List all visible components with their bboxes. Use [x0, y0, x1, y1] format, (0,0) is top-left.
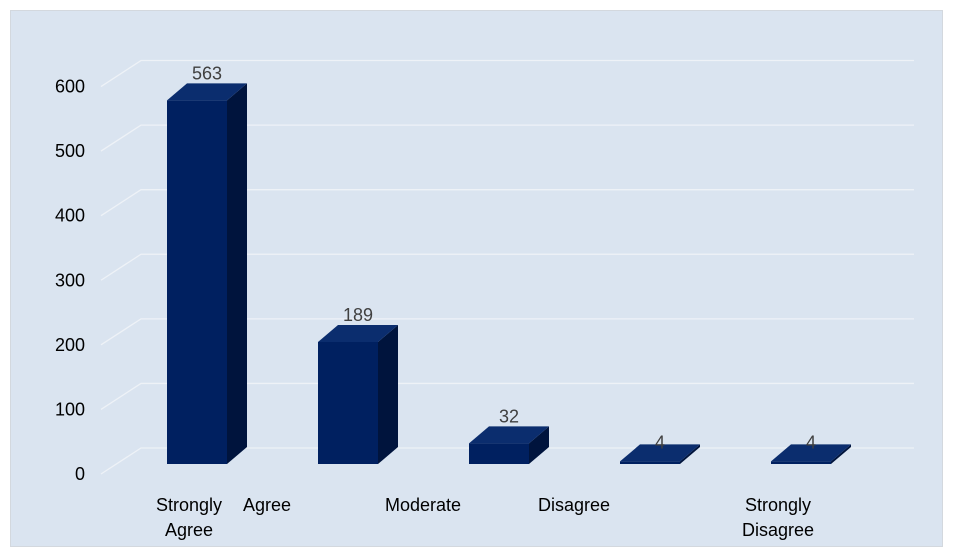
chart-area: 0 100 200 300 400 500 600 563 189 32 4 4 Strongly A…	[10, 10, 943, 547]
bar	[469, 426, 549, 464]
y-tick-label: 600	[55, 77, 85, 97]
bar-side	[831, 444, 851, 464]
bar-side	[680, 444, 700, 464]
data-label: 189	[343, 305, 373, 325]
gridlines	[100, 59, 914, 475]
bar-top	[318, 324, 398, 342]
x-tick-label: Agree	[243, 495, 291, 515]
data-label: 4	[655, 432, 665, 452]
gridline-400	[100, 189, 914, 217]
data-labels: 563 189 32 4 4	[192, 63, 816, 452]
y-tick-label: 0	[75, 464, 85, 484]
y-tick-label: 200	[55, 335, 85, 355]
y-tick-label: 400	[55, 206, 85, 226]
bar-chart: 0 100 200 300 400 500 600 563 189 32 4 4 Strongly A…	[55, 59, 914, 540]
x-tick-label: Strongly Disagree	[742, 495, 814, 540]
bar	[771, 444, 851, 464]
y-tick-label: 300	[55, 270, 85, 290]
bar-top	[469, 426, 549, 444]
data-label: 32	[499, 406, 519, 426]
bar-side	[227, 83, 247, 464]
gridline-300	[100, 253, 914, 281]
gridline-100	[100, 382, 914, 410]
bar-side	[378, 324, 398, 464]
x-tick-label: Strongly Agree	[156, 495, 222, 540]
y-axis: 0 100 200 300 400 500 600	[55, 77, 85, 484]
bar-front	[167, 100, 227, 464]
bar-front	[620, 461, 680, 464]
bar-front	[771, 461, 831, 464]
y-tick-label: 100	[55, 399, 85, 419]
x-tick-label: Disagree	[538, 495, 610, 515]
bar	[167, 83, 247, 464]
bar-top	[620, 444, 700, 462]
bar	[318, 324, 398, 464]
gridline-600	[100, 59, 914, 88]
gridline-500	[100, 124, 914, 152]
x-axis: Strongly Agree Agree Moderate Disagree Strong…	[156, 495, 814, 540]
data-label: 563	[192, 63, 222, 83]
data-label: 4	[806, 432, 816, 452]
bar-front	[469, 443, 529, 464]
bar	[620, 444, 700, 464]
bar-side	[529, 426, 549, 464]
y-tick-label: 500	[55, 141, 85, 161]
bar-top	[167, 83, 247, 101]
bar-front	[318, 341, 378, 464]
bar-top	[771, 444, 851, 462]
bars	[167, 83, 851, 464]
x-tick-label: Moderate	[385, 495, 461, 515]
gridline-200	[100, 318, 914, 346]
